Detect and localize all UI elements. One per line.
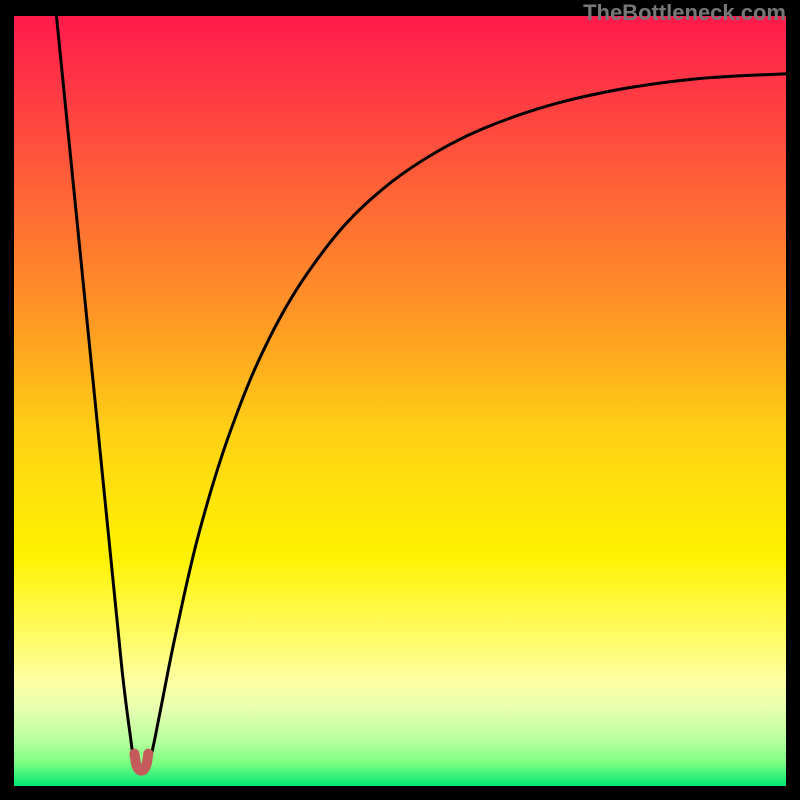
chart-container: TheBottleneck.com [0, 0, 800, 800]
watermark-text: TheBottleneck.com [583, 0, 786, 26]
bottleneck-chart [0, 0, 800, 800]
plot-area [14, 16, 786, 786]
